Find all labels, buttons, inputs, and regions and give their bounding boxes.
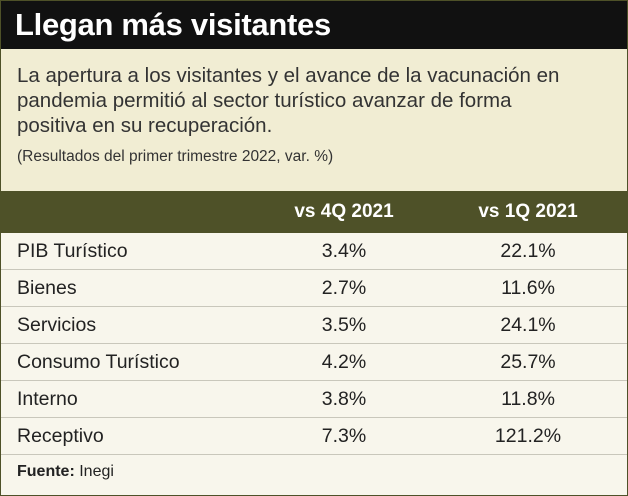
source: Fuente: Inegi	[1, 455, 627, 489]
cell: 2.7%	[321, 277, 367, 299]
column-header: vs 4Q 2021	[294, 201, 394, 222]
note: (Resultados del primer trimestre 2022, v…	[17, 148, 334, 165]
row-label: Consumo Turístico	[17, 351, 180, 373]
row-label: PIB Turístico	[17, 240, 128, 262]
cell: 3.5%	[321, 314, 367, 336]
row-label: Interno	[17, 388, 78, 410]
cell: 3.8%	[321, 388, 367, 410]
row-label: Bienes	[17, 277, 77, 299]
intro: La apertura a los visitantes y el avance…	[1, 49, 627, 191]
cell: 3.4%	[321, 240, 367, 262]
cell: 7.3%	[321, 425, 367, 447]
table-row: Receptivo 7.3% 121.2%	[1, 418, 627, 455]
cell: 11.8%	[501, 388, 555, 410]
table-row: Servicios 3.5% 24.1%	[1, 307, 627, 344]
title: Llegan más visitantes	[1, 1, 627, 49]
header-spacer	[1, 191, 259, 233]
subtitle: La apertura a los visitantes y el avance…	[17, 64, 560, 137]
table-row: Bienes 2.7% 11.6%	[1, 270, 627, 307]
table-row: Interno 3.8% 11.8%	[1, 381, 627, 418]
cell: 121.2%	[494, 425, 562, 447]
row-label: Receptivo	[17, 425, 104, 447]
cell: 24.1%	[500, 314, 556, 336]
cell: 25.7%	[500, 351, 556, 373]
cell: 4.2%	[321, 351, 367, 373]
table-header: vs 4Q 2021 vs 1Q 2021	[1, 191, 627, 233]
column-header: vs 1Q 2021	[478, 201, 578, 222]
source-text: Inegi	[79, 463, 114, 480]
source-label: Fuente:	[17, 463, 75, 480]
row-label: Servicios	[17, 314, 97, 336]
table-row: PIB Turístico 3.4% 22.1%	[1, 233, 627, 270]
table-body: PIB Turístico 3.4% 22.1% Bienes 2.7% 11.6% Ser…	[1, 233, 627, 455]
cell: 22.1%	[500, 240, 556, 262]
table-row: Consumo Turístico 4.2% 25.7%	[1, 344, 627, 381]
cell: 11.6%	[501, 277, 555, 299]
